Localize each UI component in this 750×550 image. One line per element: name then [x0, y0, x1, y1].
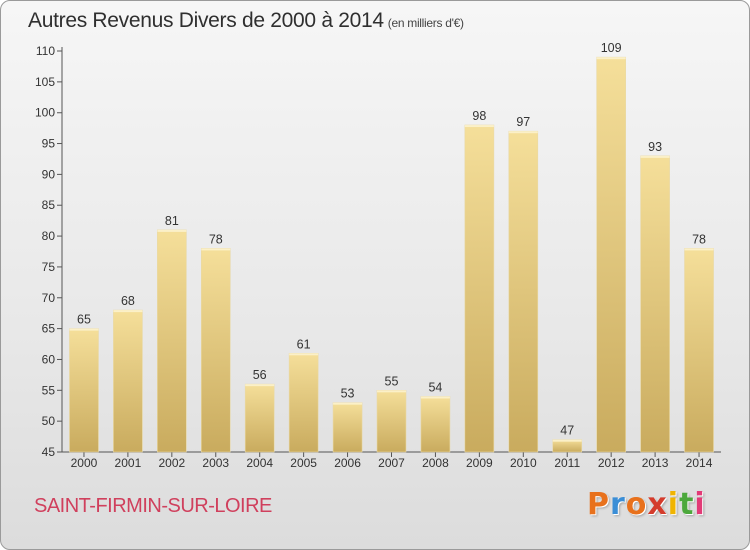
data-label: 98	[472, 109, 486, 123]
bar-top-highlight	[113, 310, 143, 313]
bar-top-highlight	[684, 248, 714, 251]
logo-letter: i	[694, 487, 706, 522]
x-tick-label: 2001	[115, 456, 142, 470]
logo-letter: r	[610, 487, 626, 522]
bar-top-highlight	[201, 248, 231, 251]
bar-top-highlight	[377, 390, 406, 393]
y-tick-label: 50	[42, 414, 56, 428]
data-label: 97	[516, 115, 530, 129]
proxiti-logo: Proxiti	[587, 487, 706, 522]
bar	[200, 248, 231, 453]
x-tick-label: 2009	[466, 456, 493, 470]
y-tick-label: 105	[35, 75, 55, 89]
y-tick-label: 100	[35, 106, 55, 120]
y-tick-label: 75	[42, 260, 56, 274]
x-tick-label: 2003	[202, 456, 229, 470]
data-label: 78	[209, 232, 223, 246]
data-label: 109	[601, 41, 622, 55]
y-tick-label: 45	[42, 445, 56, 459]
chart-data-labels: 65 68 81 78 56 61 53 55 54 98 97 47 109 93 78	[77, 41, 706, 437]
x-tick-label: 2007	[378, 456, 405, 470]
y-tick-label: 80	[42, 229, 56, 243]
x-tick-label: 2010	[510, 456, 537, 470]
bar-top-highlight	[640, 155, 670, 158]
bar	[596, 56, 626, 453]
logo-letter: P	[587, 487, 610, 522]
bar	[332, 402, 363, 453]
bar	[508, 130, 539, 453]
data-label: 56	[253, 368, 267, 382]
chart-bars	[69, 56, 714, 453]
bar-top-highlight	[508, 131, 538, 134]
data-label: 55	[385, 374, 399, 388]
logo-letter: o	[625, 487, 648, 522]
bar	[376, 390, 407, 453]
data-label: 47	[560, 424, 574, 438]
logo-letter: i	[667, 487, 680, 522]
bar	[113, 309, 143, 453]
bar	[464, 124, 495, 453]
chart-subtitle: (en milliers d'€)	[387, 16, 464, 30]
bar-top-highlight	[69, 328, 99, 331]
bar-top-highlight	[552, 439, 582, 442]
y-tick-label: 95	[42, 137, 56, 151]
y-tick-label: 55	[42, 383, 56, 397]
logo-letter: x	[647, 487, 668, 522]
bar	[244, 383, 275, 453]
data-label: 78	[692, 232, 706, 246]
y-tick-label: 65	[42, 322, 56, 336]
x-tick-label: 2000	[71, 456, 98, 470]
bar	[288, 352, 319, 453]
bar-top-highlight	[245, 384, 275, 387]
bar	[69, 328, 99, 453]
data-label: 93	[648, 140, 662, 154]
bar-top-highlight	[157, 229, 187, 232]
y-tick-label: 60	[42, 352, 56, 366]
x-tick-label: 2005	[290, 456, 317, 470]
bar	[684, 248, 714, 453]
bar	[157, 229, 187, 453]
commune-name: SAINT-FIRMIN-SUR-LOIRE	[34, 495, 272, 517]
x-tick-label: 2008	[422, 456, 449, 470]
bar-top-highlight	[289, 353, 319, 356]
y-tick-label: 70	[42, 291, 56, 305]
bar	[420, 396, 451, 453]
bar-top-highlight	[420, 396, 450, 399]
bar-top-highlight	[596, 57, 626, 60]
data-label: 54	[428, 380, 442, 394]
y-tick-label: 110	[36, 44, 55, 58]
x-tick-label: 2013	[642, 456, 669, 470]
logo-letter: t	[679, 487, 695, 522]
chart-title: Autres Revenus Divers de 2000 à 2014 (en …	[28, 9, 464, 33]
x-tick-label: 2012	[598, 456, 625, 470]
bar-top-highlight	[333, 402, 363, 405]
data-label: 65	[77, 313, 91, 327]
x-tick-label: 2011	[554, 456, 580, 470]
y-tick-label: 90	[42, 167, 56, 181]
chart-title-text: Autres Revenus Divers de 2000 à 2014	[28, 9, 384, 32]
x-tick-label: 2014	[686, 456, 713, 470]
data-label: 53	[341, 387, 355, 401]
data-label: 81	[165, 214, 179, 228]
data-label: 68	[121, 294, 135, 308]
bar-top-highlight	[464, 125, 494, 128]
bar	[640, 155, 670, 453]
y-tick-label: 85	[42, 198, 56, 212]
x-tick-label: 2002	[158, 456, 185, 470]
x-tick-label: 2004	[246, 456, 273, 470]
x-tick-label: 2006	[334, 456, 361, 470]
data-label: 61	[297, 337, 311, 351]
